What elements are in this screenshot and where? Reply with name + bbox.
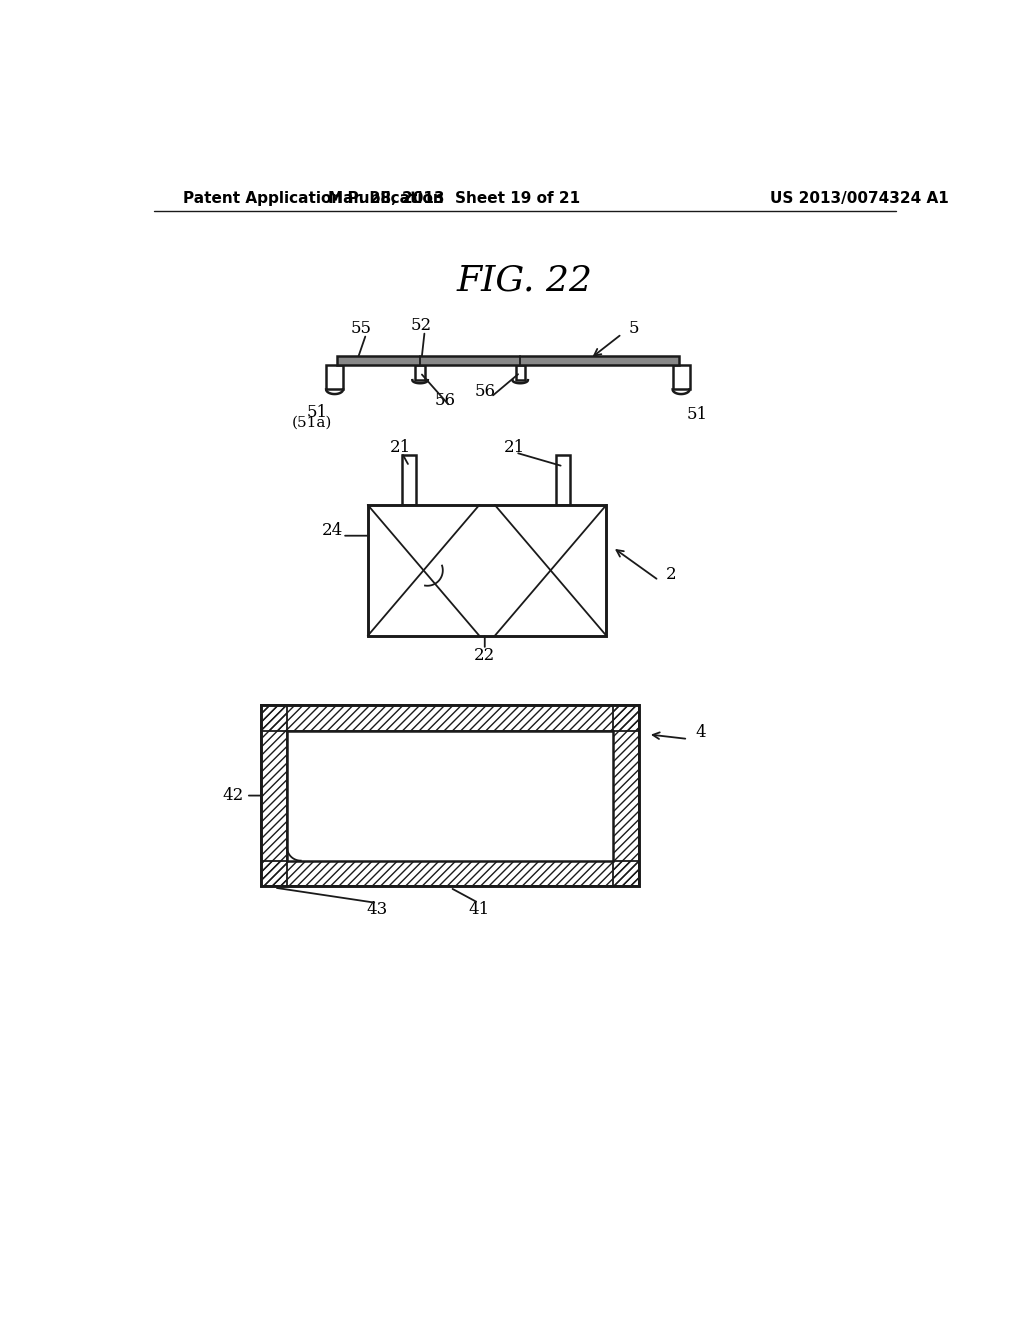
Text: (51a): (51a) [291, 416, 332, 429]
Bar [613, 705, 639, 886]
Bar [337, 355, 679, 364]
Text: 24: 24 [322, 521, 343, 539]
Text: US 2013/0074324 A1: US 2013/0074324 A1 [770, 191, 948, 206]
Text: 4: 4 [695, 723, 706, 741]
Text: 51: 51 [686, 407, 708, 424]
Bar [261, 861, 639, 886]
Text: 52: 52 [411, 317, 432, 334]
Text: Patent Application Publication: Patent Application Publication [183, 191, 443, 206]
Bar [261, 705, 639, 886]
Text: 41: 41 [468, 900, 489, 917]
Text: 21: 21 [504, 438, 524, 455]
Bar [261, 705, 639, 886]
Bar [287, 730, 613, 861]
Text: 56: 56 [434, 392, 456, 409]
Bar [261, 705, 287, 886]
Text: FIG. 22: FIG. 22 [457, 263, 593, 297]
Bar [402, 455, 416, 506]
Text: 43: 43 [367, 900, 388, 917]
Text: 21: 21 [389, 438, 411, 455]
Text: 2: 2 [666, 566, 677, 582]
Text: Mar. 28, 2013  Sheet 19 of 21: Mar. 28, 2013 Sheet 19 of 21 [328, 191, 580, 206]
Bar [261, 705, 639, 730]
Text: 5: 5 [629, 319, 639, 337]
Text: 56: 56 [474, 383, 496, 400]
Text: 51: 51 [306, 404, 328, 421]
Text: 22: 22 [474, 647, 496, 664]
Text: 55: 55 [351, 319, 372, 337]
Bar [287, 730, 613, 861]
Bar [556, 455, 570, 506]
Bar [515, 364, 524, 380]
Bar [326, 364, 343, 389]
Bar [368, 506, 606, 636]
Bar [416, 364, 425, 380]
Text: 42: 42 [222, 787, 244, 804]
Bar [673, 364, 689, 389]
